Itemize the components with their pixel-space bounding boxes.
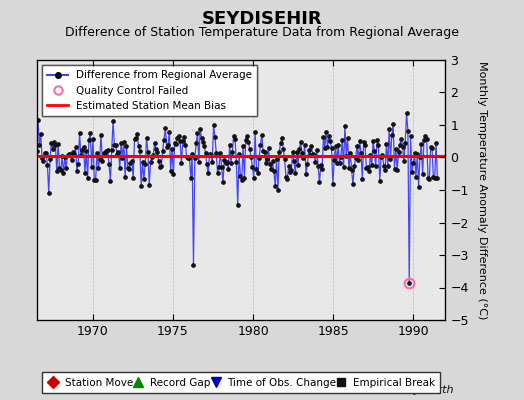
Text: SEYDISEHIR: SEYDISEHIR — [202, 10, 322, 28]
Y-axis label: Monthly Temperature Anomaly Difference (°C): Monthly Temperature Anomaly Difference (… — [477, 61, 487, 319]
Text: Berkeley Earth: Berkeley Earth — [371, 385, 453, 395]
Text: Difference of Station Temperature Data from Regional Average: Difference of Station Temperature Data f… — [65, 26, 459, 39]
Legend: Station Move, Record Gap, Time of Obs. Change, Empirical Break: Station Move, Record Gap, Time of Obs. C… — [42, 372, 440, 393]
Legend: Difference from Regional Average, Quality Control Failed, Estimated Station Mean: Difference from Regional Average, Qualit… — [42, 65, 257, 116]
